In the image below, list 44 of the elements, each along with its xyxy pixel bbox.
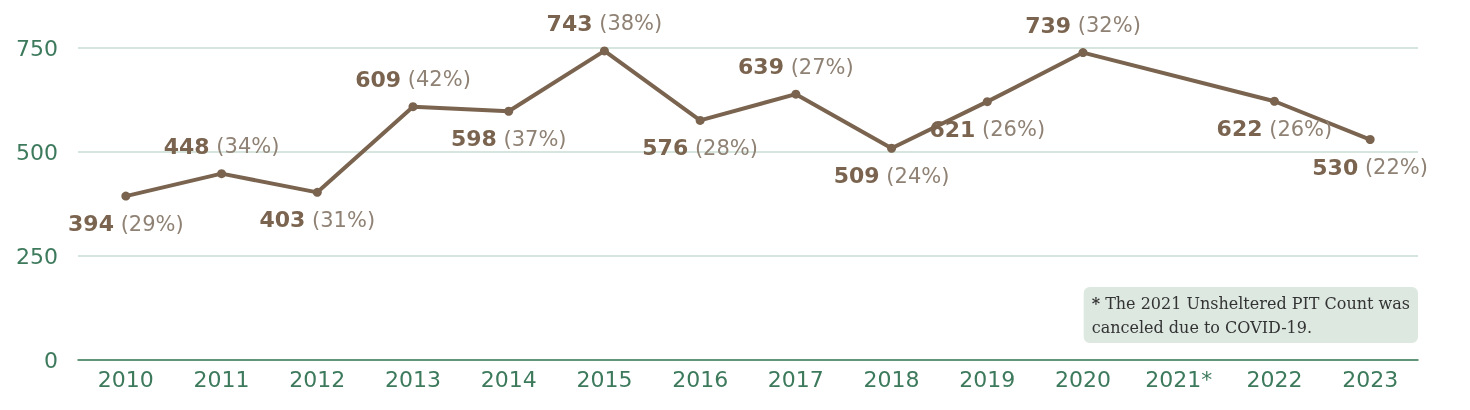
x-tick-label: 2023	[1342, 366, 1399, 392]
x-tick-label: 2011	[193, 366, 250, 392]
data-label: 609 (42%)	[355, 66, 471, 92]
data-label: 448 (34%)	[163, 133, 280, 159]
data-label: 576 (28%)	[642, 135, 758, 161]
x-tick-label: 2017	[767, 366, 824, 392]
point	[217, 169, 227, 179]
point	[791, 89, 801, 99]
point	[887, 143, 897, 153]
point	[504, 106, 514, 116]
data-label: 530 (22%)	[1312, 154, 1428, 180]
x-tick-label: 2018	[863, 366, 920, 392]
point	[312, 187, 322, 197]
data-label: 739 (32%)	[1025, 12, 1141, 38]
annotation: * The 2021 Unsheltered PIT Count was canceled due to COVID-19.	[1091, 293, 1411, 337]
point	[1078, 48, 1088, 58]
data-label: 394 (29%)	[68, 211, 184, 237]
point	[1269, 96, 1279, 106]
x-tick-label: 2021*	[1145, 366, 1213, 392]
data-label: 509 (24%)	[833, 163, 950, 189]
data-label: 743 (38%)	[546, 10, 663, 36]
y-tick-label: 500	[16, 139, 58, 165]
x-tick-label: 2016	[672, 366, 729, 392]
x-tick-label: 2020	[1055, 366, 1111, 392]
point	[695, 115, 705, 125]
x-tick-label: 2019	[959, 366, 1016, 392]
data-label: 598 (37%)	[450, 126, 567, 152]
data-label: 403 (31%)	[259, 207, 376, 233]
x-tick-label: 2015	[576, 366, 633, 392]
y-tick-label: 250	[16, 243, 58, 269]
point	[408, 102, 418, 112]
x-tick-label: 2010	[97, 366, 154, 392]
y-tick-label: 0	[44, 347, 58, 373]
data-label: 622 (26%)	[1216, 116, 1333, 142]
x-tick-label: 2022	[1246, 366, 1303, 392]
point	[121, 191, 131, 201]
y-tick-label: 750	[16, 35, 58, 61]
point	[599, 46, 609, 56]
x-tick-label: 2013	[385, 366, 441, 392]
x-tick-label: 2012	[289, 366, 346, 392]
point	[982, 97, 992, 107]
x-tick-label: 2014	[480, 366, 537, 392]
data-label: 639 (27%)	[738, 54, 854, 80]
point	[1365, 135, 1375, 145]
